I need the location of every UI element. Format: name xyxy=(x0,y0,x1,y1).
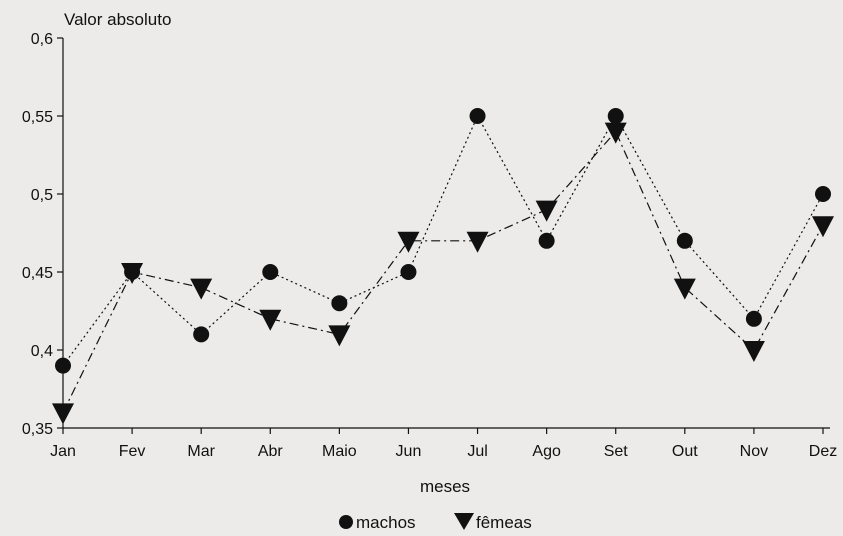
x-tick-label: Ago xyxy=(532,443,561,460)
x-tick-label: Mar xyxy=(187,443,215,460)
series-markers xyxy=(52,108,834,425)
point-machos xyxy=(262,264,279,280)
point-machos xyxy=(193,326,210,343)
x-tick-label: Fev xyxy=(119,443,146,460)
legend-label-machos: machos xyxy=(356,513,416,531)
point-femeas xyxy=(328,325,351,347)
point-femeas xyxy=(673,278,696,300)
x-ticks: Jan Fev Mar Abr Maio Jun Jul Ago Set Out Nov Dez xyxy=(50,428,837,460)
point-machos xyxy=(469,108,486,124)
point-femeas xyxy=(259,309,282,331)
point-machos xyxy=(55,357,71,374)
point-femeas xyxy=(466,231,489,253)
point-machos xyxy=(331,295,348,312)
point-femeas xyxy=(397,231,420,253)
point-femeas xyxy=(121,263,144,284)
point-femeas xyxy=(535,200,558,222)
point-femeas xyxy=(604,122,627,144)
point-femeas xyxy=(190,278,213,300)
x-tick-label: Out xyxy=(672,443,698,460)
point-machos xyxy=(745,310,762,327)
point-machos xyxy=(538,232,555,249)
legend: machos fêmeas xyxy=(339,513,532,532)
x-tick-label: Nov xyxy=(740,443,768,460)
point-femeas xyxy=(812,216,834,238)
y-tick-label: 0,45 xyxy=(22,265,53,282)
x-tick-label: Jun xyxy=(396,443,422,460)
point-machos xyxy=(815,186,831,202)
y-axis-label: Valor absoluto xyxy=(64,10,171,29)
y-tick-label: 0,35 xyxy=(22,421,53,438)
legend-marker-femeas xyxy=(454,513,474,530)
x-tick-label: Dez xyxy=(809,443,837,460)
y-tick-label: 0,4 xyxy=(31,343,53,360)
x-tick-label: Jan xyxy=(50,443,76,460)
y-ticks: 0,35 0,4 0,45 0,5 0,55 0,6 xyxy=(22,31,63,438)
point-machos xyxy=(676,232,693,249)
point-machos xyxy=(400,264,417,280)
y-tick-label: 0,55 xyxy=(22,109,53,126)
point-machos xyxy=(607,108,624,124)
x-tick-label: Jul xyxy=(467,443,487,460)
y-tick-label: 0,5 xyxy=(31,187,53,204)
series-line-femeas xyxy=(62,130,824,413)
x-tick-label: Abr xyxy=(258,443,284,460)
series-lines xyxy=(62,114,824,413)
x-axis-label: meses xyxy=(420,477,470,496)
axes xyxy=(62,38,830,429)
y-tick-label: 0,6 xyxy=(31,31,53,48)
legend-marker-machos xyxy=(339,515,353,529)
series-line-machos xyxy=(62,114,824,366)
point-femeas xyxy=(52,403,74,425)
legend-label-femeas: fêmeas xyxy=(476,513,532,531)
point-femeas xyxy=(742,341,765,362)
x-tick-label: Set xyxy=(604,443,629,460)
x-tick-label: Maio xyxy=(322,443,357,460)
